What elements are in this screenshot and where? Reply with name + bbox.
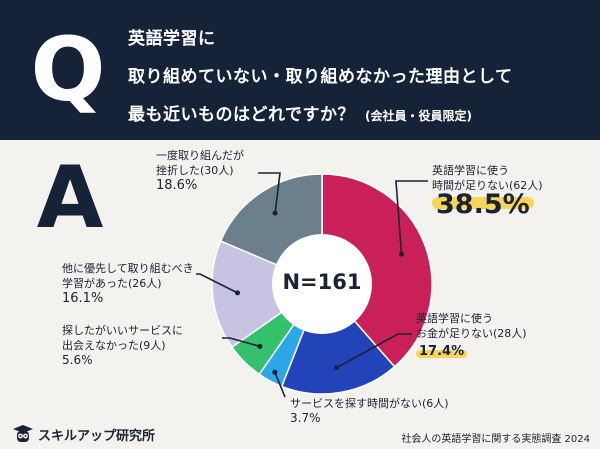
graduate-owl-icon (13, 425, 33, 442)
question-line-3-text: 最も近いものはどれですか？ (128, 105, 355, 125)
question-line-2: 取り組めていない・取り組めなかった理由として (128, 67, 513, 87)
label-money-shortage-pct: 17.4% (419, 344, 465, 359)
label-gave-up-pct: 18.6% (156, 178, 198, 193)
sample-size-label: N=161 (282, 270, 362, 294)
label-gave-up: 一度取り組んだが 挫折した(30人) 18.6% (156, 148, 244, 193)
question-subtitle: (会社員・役員限定) (365, 109, 472, 123)
leader-money-shortage-dot (334, 365, 340, 371)
label-other-priority-line1: 他に優先して取り組むべき (62, 262, 194, 275)
label-money-shortage-pct-wrap: 17.4% (416, 344, 468, 359)
leader-no-good-service (222, 337, 261, 348)
label-money-shortage: 英語学習に使う お金が足りない(28人) 17.4% (416, 311, 527, 359)
leader-no-search-time (274, 371, 286, 398)
label-time-shortage: 英語学習に使う 時間が足りない(62人) 38.5% (432, 163, 543, 218)
label-no-good-service-line1: 探したがいいサービスに (62, 324, 183, 337)
label-other-priority-pct: 16.1% (62, 291, 104, 306)
slice-time-shortage (321, 173, 433, 368)
label-no-good-service: 探したがいいサービスに 出会えなかった(9人) 5.6% (62, 323, 183, 368)
label-no-search-time: サービスを探す時間がない(6人) 3.7% (290, 396, 449, 426)
leader-time-shortage-dot (399, 251, 404, 257)
brand-logo: スキルアップ研究所 (12, 424, 155, 444)
leader-no-good-service-dot (257, 343, 263, 349)
question-line-1: 英語学習に (128, 29, 216, 49)
donut-chart (196, 172, 433, 398)
label-other-priority-line2: 学習があった(26人) (62, 277, 162, 290)
label-time-shortage-pct: 38.5% (436, 189, 530, 220)
leader-no-search-time-dot (272, 369, 278, 375)
label-time-shortage-line1: 英語学習に使う (432, 164, 509, 177)
survey-source: 社会人の英語学習に関する実態調査 2024 (401, 434, 590, 445)
question-letter: Q (30, 18, 106, 121)
leader-money-shortage (336, 333, 412, 369)
question-line-3: 最も近いものはどれですか？ (会社員・役員限定) (128, 100, 472, 125)
label-time-shortage-line2: 時間が足りない(62人) (432, 179, 543, 192)
label-no-search-time-pct: 3.7% (290, 411, 321, 425)
leader-other-priority (196, 273, 238, 294)
label-time-shortage-pct-wrap: 38.5% (432, 191, 534, 218)
slice-money-shortage (280, 282, 396, 395)
brand-name: スキルアップ研究所 (38, 428, 156, 444)
label-no-good-service-line2: 出会えなかった(9人) (62, 339, 166, 352)
leader-other-priority-dot (235, 290, 240, 296)
label-money-shortage-line2: お金が足りない(28人) (416, 327, 527, 340)
label-gave-up-line2: 挫折した(30人) (156, 164, 234, 177)
label-no-search-time-line1: サービスを探す時間がない(6人) (290, 397, 449, 410)
donut-hole (272, 234, 372, 334)
question-header: Q 英語学習に 取り組めていない・取り組めなかった理由として 最も近いものはどれ… (0, 0, 600, 140)
answer-letter: A (36, 148, 104, 248)
leader-time-shortage (395, 180, 428, 255)
leader-gave-up (258, 172, 281, 214)
leader-gave-up-dot (272, 210, 278, 216)
label-money-shortage-line1: 英語学習に使う (416, 312, 493, 325)
label-other-priority: 他に優先して取り組むべき 学習があった(26人) 16.1% (62, 261, 194, 306)
slice-other-priority (211, 240, 324, 349)
label-gave-up-line1: 一度取り組んだが (156, 149, 244, 162)
label-no-good-service-pct: 5.6% (62, 353, 93, 367)
